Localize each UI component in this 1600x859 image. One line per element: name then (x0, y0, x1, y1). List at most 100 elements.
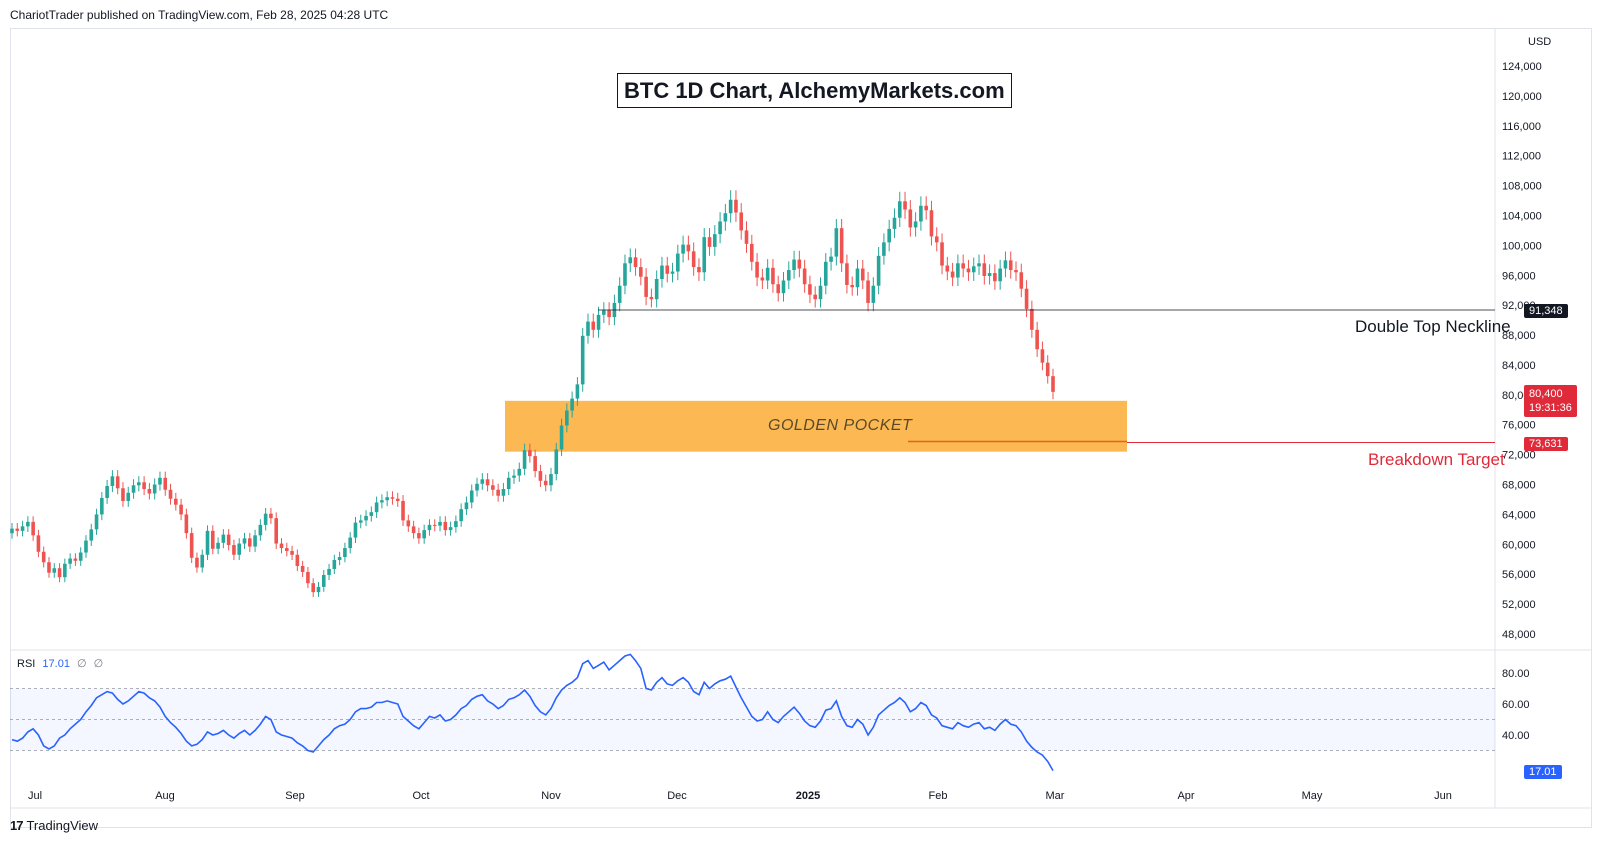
candle-body (343, 548, 347, 558)
candle-body (232, 545, 236, 555)
candle-body (84, 540, 88, 553)
candle-body (469, 490, 474, 503)
candle-body (829, 256, 833, 262)
currency-label[interactable]: USD (1528, 36, 1552, 48)
candle-body (506, 477, 511, 490)
candle-body (269, 513, 273, 519)
rsi-tick-label: 80.00 (1502, 668, 1530, 680)
candle-body (332, 560, 337, 569)
candle-body (575, 384, 580, 399)
chart-title: BTC 1D Chart, AlchemyMarkets.com (617, 73, 1012, 108)
candle-body (538, 471, 543, 481)
candle-body (586, 321, 590, 336)
candle-body (475, 483, 479, 491)
candle-body (607, 310, 611, 318)
rsi-legend[interactable]: RSI 17.01 ∅ ∅ (17, 657, 103, 670)
candle-body (533, 456, 537, 472)
price-tick-label: 124,000 (1502, 61, 1542, 73)
price-tick-label: 100,000 (1502, 240, 1542, 252)
time-tick-label: Mar (1046, 790, 1065, 802)
candle-body (744, 230, 749, 244)
candle-body (559, 425, 564, 450)
candle-body (781, 280, 786, 294)
candle-body (681, 244, 685, 254)
candle-body (221, 534, 226, 543)
time-tick-label: Feb (929, 790, 948, 802)
candle-body (713, 234, 717, 247)
candle-body (723, 213, 728, 222)
candle-body (633, 257, 638, 268)
candle-body (52, 568, 57, 573)
candle-body (1024, 288, 1029, 309)
candle-body (596, 314, 601, 330)
candle-body (929, 210, 934, 237)
candle-body (126, 492, 131, 501)
candle-body (501, 489, 506, 496)
candle-body (1040, 349, 1045, 363)
tradingview-logo[interactable]: 17 TradingView (10, 818, 98, 833)
tradingview-logo-text: TradingView (26, 818, 99, 833)
rsi-tick-label: 60.00 (1502, 699, 1530, 711)
candle-body (68, 558, 72, 564)
price-tick-label: 68,000 (1502, 480, 1536, 492)
golden-pocket-label: GOLDEN POCKET (768, 417, 913, 434)
candle-body (438, 521, 442, 526)
candle-body (279, 543, 284, 549)
candle-body (41, 551, 46, 563)
target-price-badge: 73,631 (1524, 437, 1568, 451)
candle-body (115, 476, 120, 489)
candle-body (121, 488, 125, 501)
candle-body (707, 237, 712, 247)
candle-body (892, 217, 897, 229)
candle-body (1014, 270, 1018, 273)
price-tick-label: 108,000 (1502, 181, 1542, 193)
candle-body (818, 285, 823, 300)
candle-body (327, 568, 331, 575)
price-tick-label: 64,000 (1502, 509, 1536, 521)
time-tick-label: May (1302, 790, 1323, 802)
candle-body (417, 533, 421, 539)
candle-body (654, 279, 659, 300)
candle-body (1008, 260, 1013, 271)
candle-body (728, 199, 733, 214)
bar-countdown: 19:31:36 (1529, 402, 1572, 414)
candle-body (702, 237, 707, 273)
candle-body (258, 524, 263, 536)
candle-body (174, 498, 178, 505)
last-price-value: 80,400 (1529, 388, 1563, 400)
candle-body (311, 583, 316, 593)
candle-body (316, 586, 321, 593)
candle-body (94, 514, 99, 530)
price-tick-label: 96,000 (1502, 270, 1536, 282)
candle-body (512, 475, 516, 478)
candle-body (971, 266, 976, 273)
candle-body (369, 512, 374, 516)
candle-body (321, 574, 326, 587)
time-tick-label: 2025 (796, 790, 820, 802)
candle-body (374, 502, 379, 513)
candle-body (364, 515, 368, 521)
rsi-value-badge: 17.01 (1524, 765, 1562, 779)
candle-body (876, 255, 881, 286)
candle-body (617, 285, 622, 303)
candle-body (31, 521, 35, 536)
candle-body (797, 259, 802, 269)
candle-body (549, 474, 553, 486)
candle-body (10, 528, 14, 534)
time-tick-label: Apr (1177, 790, 1194, 802)
rsi-line (11, 653, 1054, 771)
candle-body (644, 276, 648, 297)
candle-body (406, 520, 411, 527)
candle-body (924, 205, 928, 211)
candle-body (839, 228, 844, 264)
time-tick-label: Jun (1434, 790, 1452, 802)
price-tick-label: 120,000 (1502, 91, 1542, 103)
candle-body (919, 205, 923, 222)
candle-body (628, 257, 633, 264)
candle-body (496, 489, 500, 496)
candle-body (823, 261, 828, 286)
candle-body (163, 477, 168, 490)
candle-body (464, 502, 469, 510)
candle-body (427, 524, 432, 531)
